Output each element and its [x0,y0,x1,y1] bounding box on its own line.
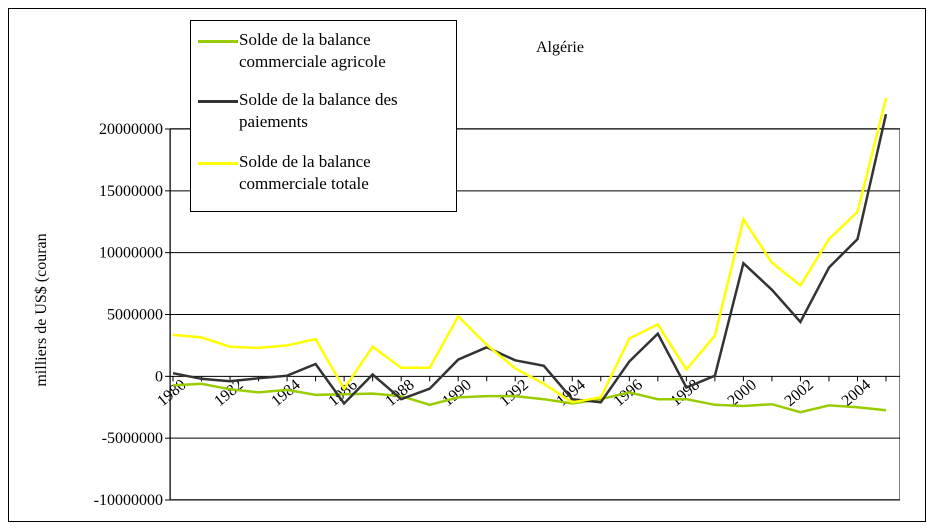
y-tick-label: 20000000 [99,121,163,138]
legend-swatch [198,162,238,165]
series-line [172,113,888,406]
y-tick-label: -10000000 [94,492,163,509]
legend-swatch [198,40,238,43]
series-line [172,382,887,414]
y-tick-label: 10000000 [99,245,163,262]
legend-label: Solde de la balance commerciale totale [239,152,371,193]
y-axis-label: milliers de US$ (couran [33,233,50,386]
legend-swatch [198,100,238,103]
series-line [172,97,888,404]
chart-title: Algérie [536,39,584,56]
legend: Solde de la balance commerciale agricole… [190,20,457,212]
y-tick-label: 5000000 [107,307,163,324]
legend-label: Solde de la balance des paiements [239,90,398,131]
y-tick-label: 15000000 [99,183,163,200]
chart-border [8,8,926,522]
y-tick-label: 0 [155,368,163,385]
y-tick-label: -5000000 [102,430,163,447]
legend-label: Solde de la balance commerciale agricole [239,30,386,71]
